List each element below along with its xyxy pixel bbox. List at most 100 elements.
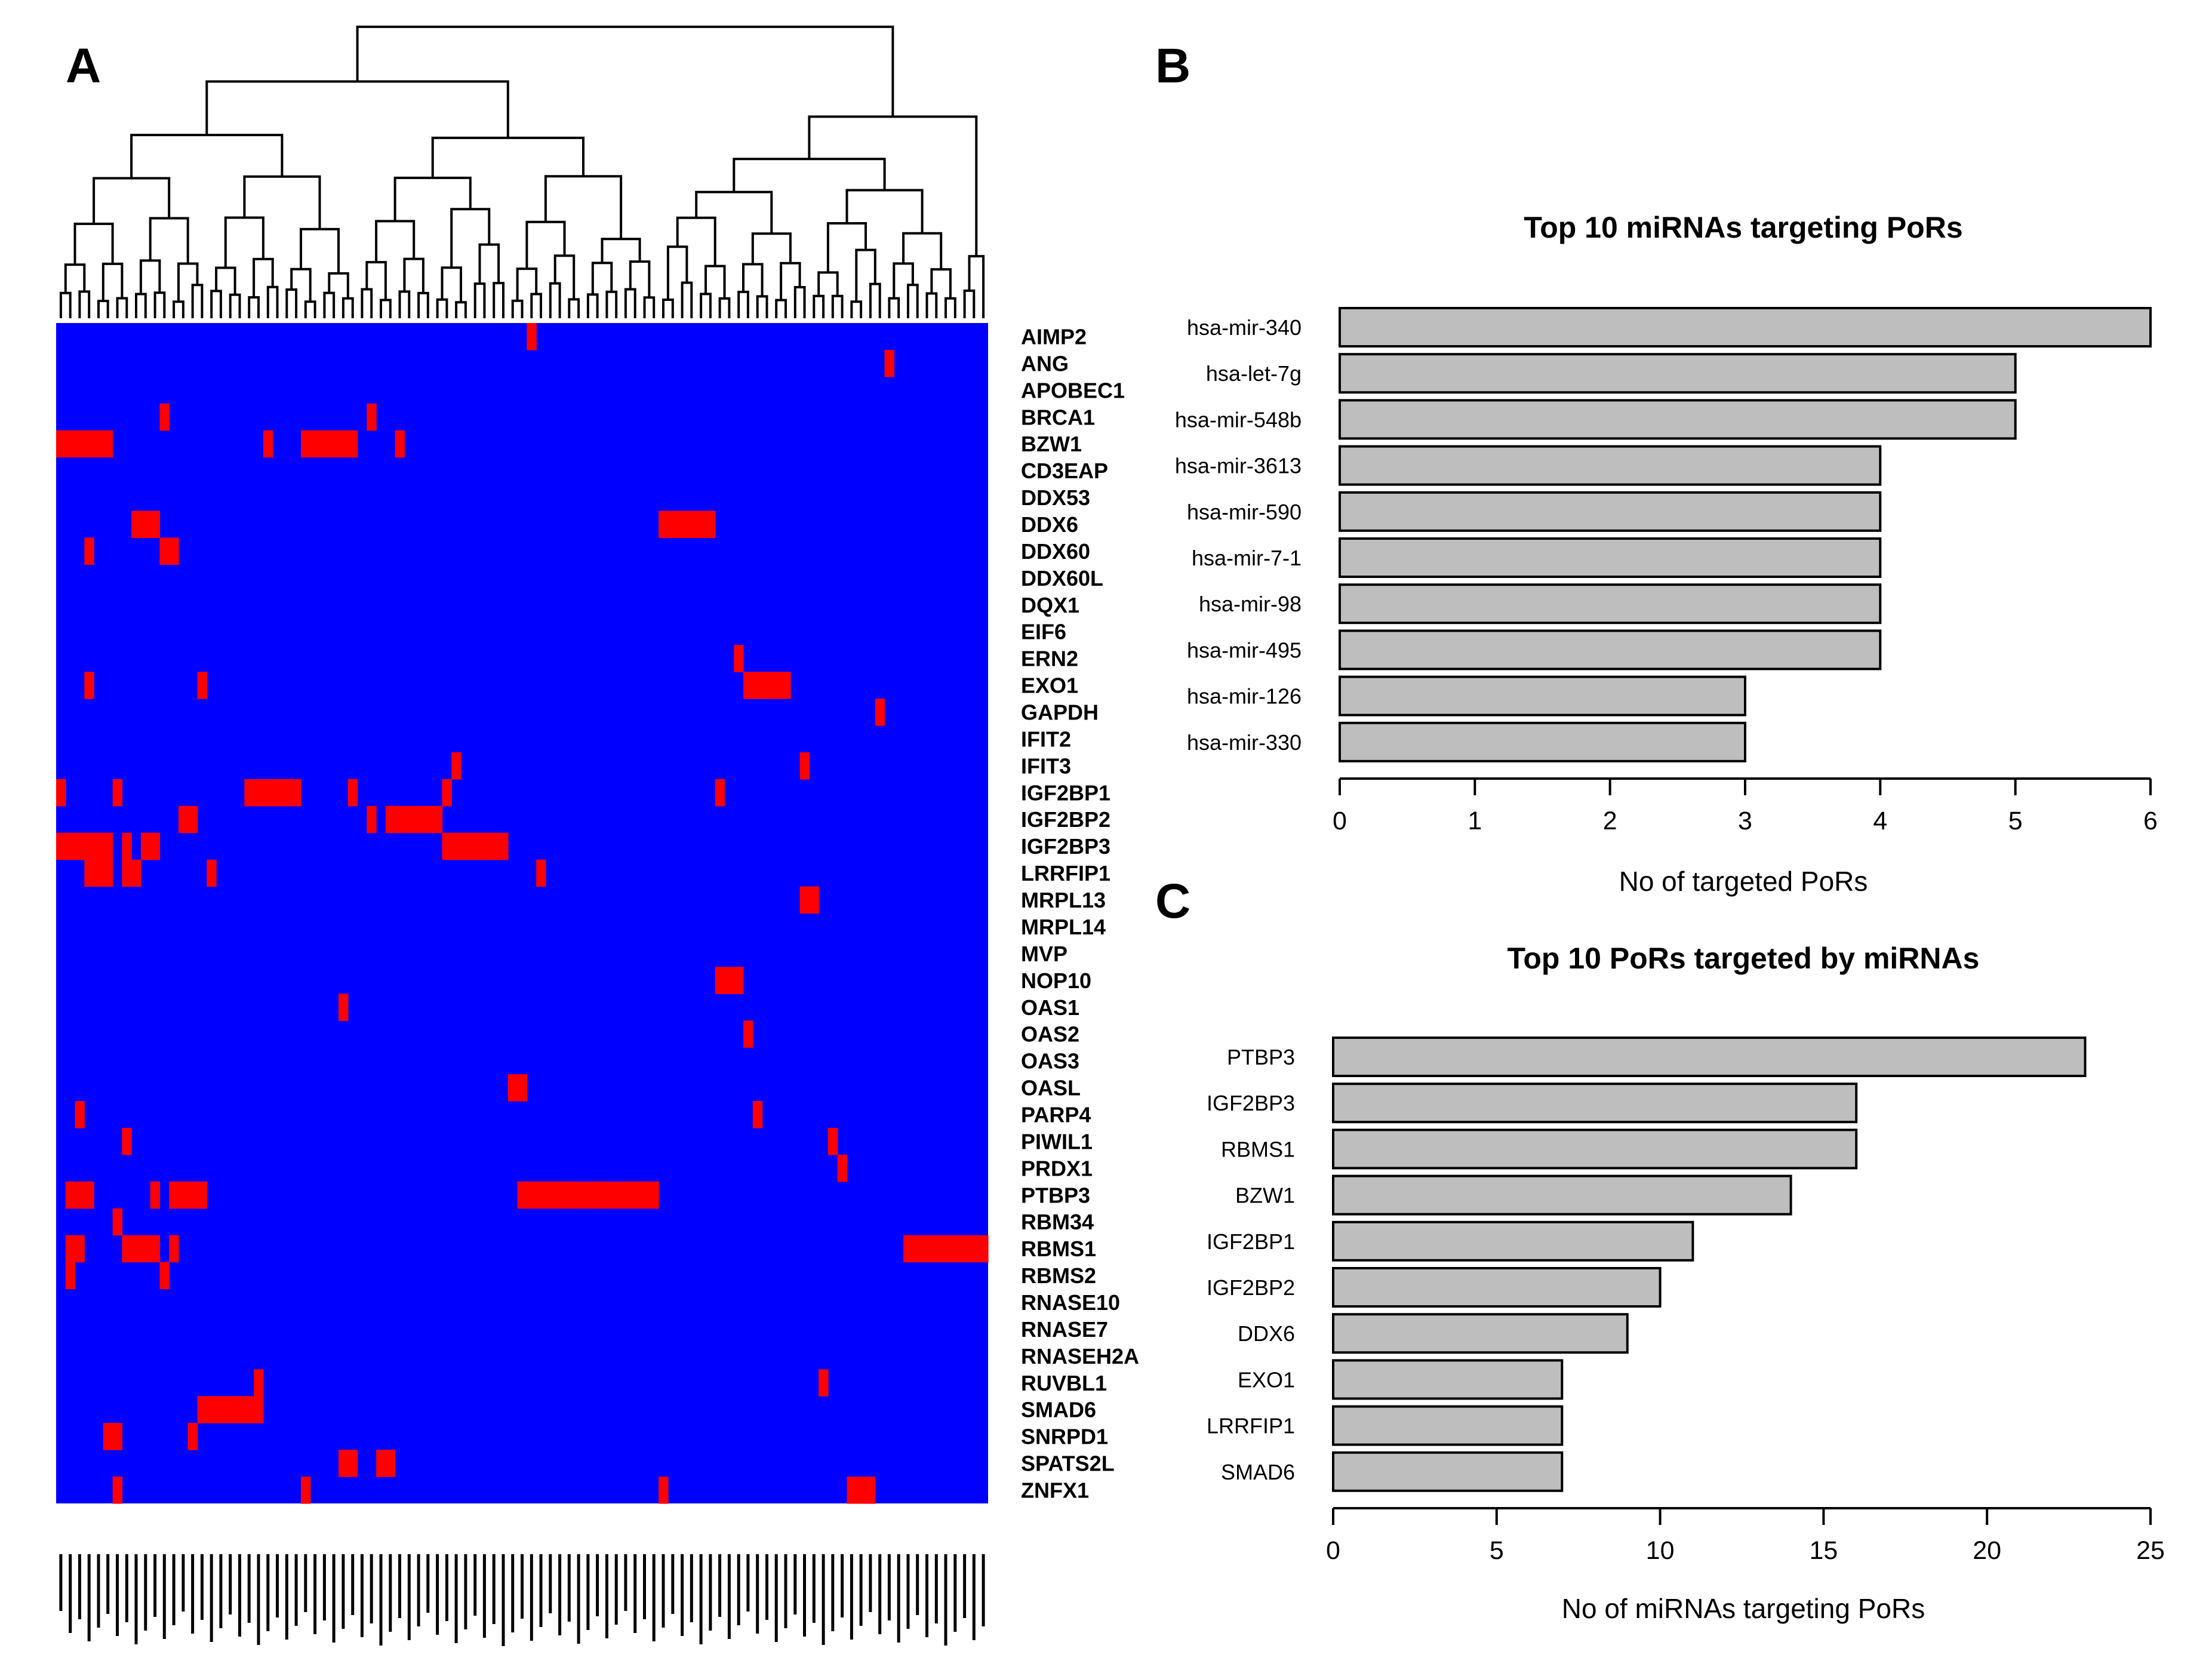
heatmap-column-label	[586, 1554, 590, 1630]
bar-category-label: hsa-mir-98	[1199, 592, 1302, 616]
heatmap-cell	[207, 1396, 217, 1423]
panel-label-b: B	[1155, 39, 1190, 93]
heatmap-cell	[545, 1181, 556, 1209]
heatmap-column-label	[162, 1554, 166, 1639]
bar-category-label: hsa-mir-330	[1187, 730, 1302, 755]
bar	[1339, 445, 1882, 486]
heatmap-dendrogram	[59, 25, 985, 318]
heatmap-column-label	[106, 1554, 110, 1614]
x-axis-tick-label: 1	[1468, 807, 1482, 835]
heatmap-row-label: IGF2BP2	[1021, 807, 1110, 832]
bar-category-label: IGF2BP2	[1207, 1275, 1295, 1300]
heatmap-row-label: CD3EAP	[1021, 459, 1108, 483]
heatmap-cell	[517, 1181, 527, 1209]
heatmap-cell	[470, 832, 481, 860]
x-axis-tick-label: 4	[1873, 807, 1887, 835]
heatmap-column-label	[313, 1554, 317, 1634]
heatmap-cell	[131, 859, 141, 887]
heatmap-cell	[65, 832, 76, 860]
heatmap-column-label	[803, 1554, 806, 1637]
heatmap-column-label	[596, 1554, 599, 1616]
heatmap-cell	[527, 1181, 537, 1209]
heatmap-cell	[150, 510, 161, 539]
heatmap-column-label	[87, 1554, 91, 1641]
heatmap-cell	[150, 832, 161, 860]
bar-category-label: SMAD6	[1221, 1460, 1295, 1484]
heatmap-row-label: GAPDH	[1021, 700, 1099, 725]
heatmap-cell	[941, 1235, 951, 1263]
heatmap-row-labels: AIMP2ANGAPOBEC1BRCA1BZW1CD3EAPDDX53DDX6D…	[1021, 325, 1139, 1503]
heatmap-column-label	[633, 1554, 637, 1633]
heatmap-cell	[752, 1101, 763, 1128]
heatmap-cell	[536, 1181, 546, 1209]
bar	[1332, 1451, 1564, 1492]
heatmap-column-label	[934, 1554, 938, 1623]
heatmap-row-label: PIWIL1	[1021, 1129, 1093, 1154]
heatmap-column-label	[944, 1554, 947, 1646]
heatmap-column-label	[69, 1554, 72, 1633]
heatmap-column-label	[454, 1554, 458, 1643]
heatmap-column-label	[407, 1554, 411, 1640]
dendrogram-branches	[59, 25, 985, 318]
heatmap-column-label	[624, 1554, 627, 1611]
bar-category-label: hsa-let-7g	[1206, 361, 1302, 386]
heatmap-column-label	[181, 1554, 185, 1612]
heatmap-cell	[122, 1235, 132, 1263]
heatmap-cell	[705, 510, 716, 539]
panel-c-title: Top 10 PoRs targeted by miRNAs	[1508, 942, 1980, 975]
bar	[1332, 1405, 1564, 1446]
heatmap-cell	[56, 430, 66, 458]
heatmap-cell	[639, 1181, 650, 1209]
x-axis-tick-label: 5	[2008, 807, 2023, 835]
x-axis-tick-label: 6	[2143, 807, 2158, 835]
x-axis-tick-label: 5	[1490, 1536, 1504, 1565]
heatmap-column-label	[172, 1554, 176, 1625]
heatmap-cell	[743, 1020, 753, 1048]
heatmap-cell	[385, 1450, 396, 1477]
heatmap-column-label	[200, 1554, 204, 1620]
heatmap-column-label	[426, 1554, 430, 1613]
heatmap-cell	[659, 1477, 669, 1504]
heatmap-row-label: RNASE7	[1021, 1317, 1108, 1342]
bar	[1332, 1220, 1694, 1262]
heatmap-column-label	[859, 1554, 863, 1626]
heatmap-cell	[762, 672, 772, 699]
heatmap-background	[56, 323, 988, 1503]
heatmap-cell	[169, 1235, 179, 1263]
heatmap-cell	[507, 1074, 518, 1102]
x-axis-tick-label: 20	[1973, 1536, 2001, 1565]
heatmap-cell	[140, 832, 151, 860]
heatmap-column-label	[549, 1554, 552, 1613]
heatmap-cell	[404, 805, 414, 834]
heatmap-cell	[75, 832, 85, 860]
bar	[1332, 1359, 1564, 1400]
heatmap-cell	[827, 1127, 838, 1155]
heatmap-cell	[912, 1235, 923, 1263]
heatmap-column-label	[690, 1554, 693, 1622]
bar	[1339, 537, 1882, 578]
heatmap-cell	[254, 779, 264, 807]
heatmap-row-label: DQX1	[1021, 593, 1079, 617]
heatmap-cell	[574, 1181, 584, 1209]
heatmap-cell	[432, 805, 443, 834]
heatmap-cell	[169, 1181, 179, 1209]
heatmap-column-label	[831, 1554, 835, 1631]
heatmap-cell	[112, 1477, 122, 1504]
x-axis-tick-label: 2	[1603, 807, 1617, 835]
heatmap-column-label	[850, 1554, 853, 1640]
heatmap-column-label	[492, 1554, 496, 1624]
heatmap-column-label	[59, 1554, 63, 1611]
heatmap-column-label	[982, 1554, 985, 1626]
heatmap-cell	[225, 1396, 236, 1423]
heatmap-cell	[263, 779, 273, 807]
heatmap-column-label	[464, 1554, 467, 1629]
bar-category-label: PTBP3	[1227, 1045, 1295, 1069]
heatmap-column-label	[389, 1554, 392, 1632]
heatmap-column-label	[521, 1554, 524, 1619]
heatmap-row-label: PRDX1	[1021, 1156, 1093, 1180]
heatmap-column-label	[897, 1554, 900, 1643]
heatmap-cell	[300, 1477, 311, 1504]
heatmap-column-label	[841, 1554, 844, 1617]
heatmap-cell	[799, 752, 810, 780]
heatmap-cell	[178, 1181, 189, 1209]
